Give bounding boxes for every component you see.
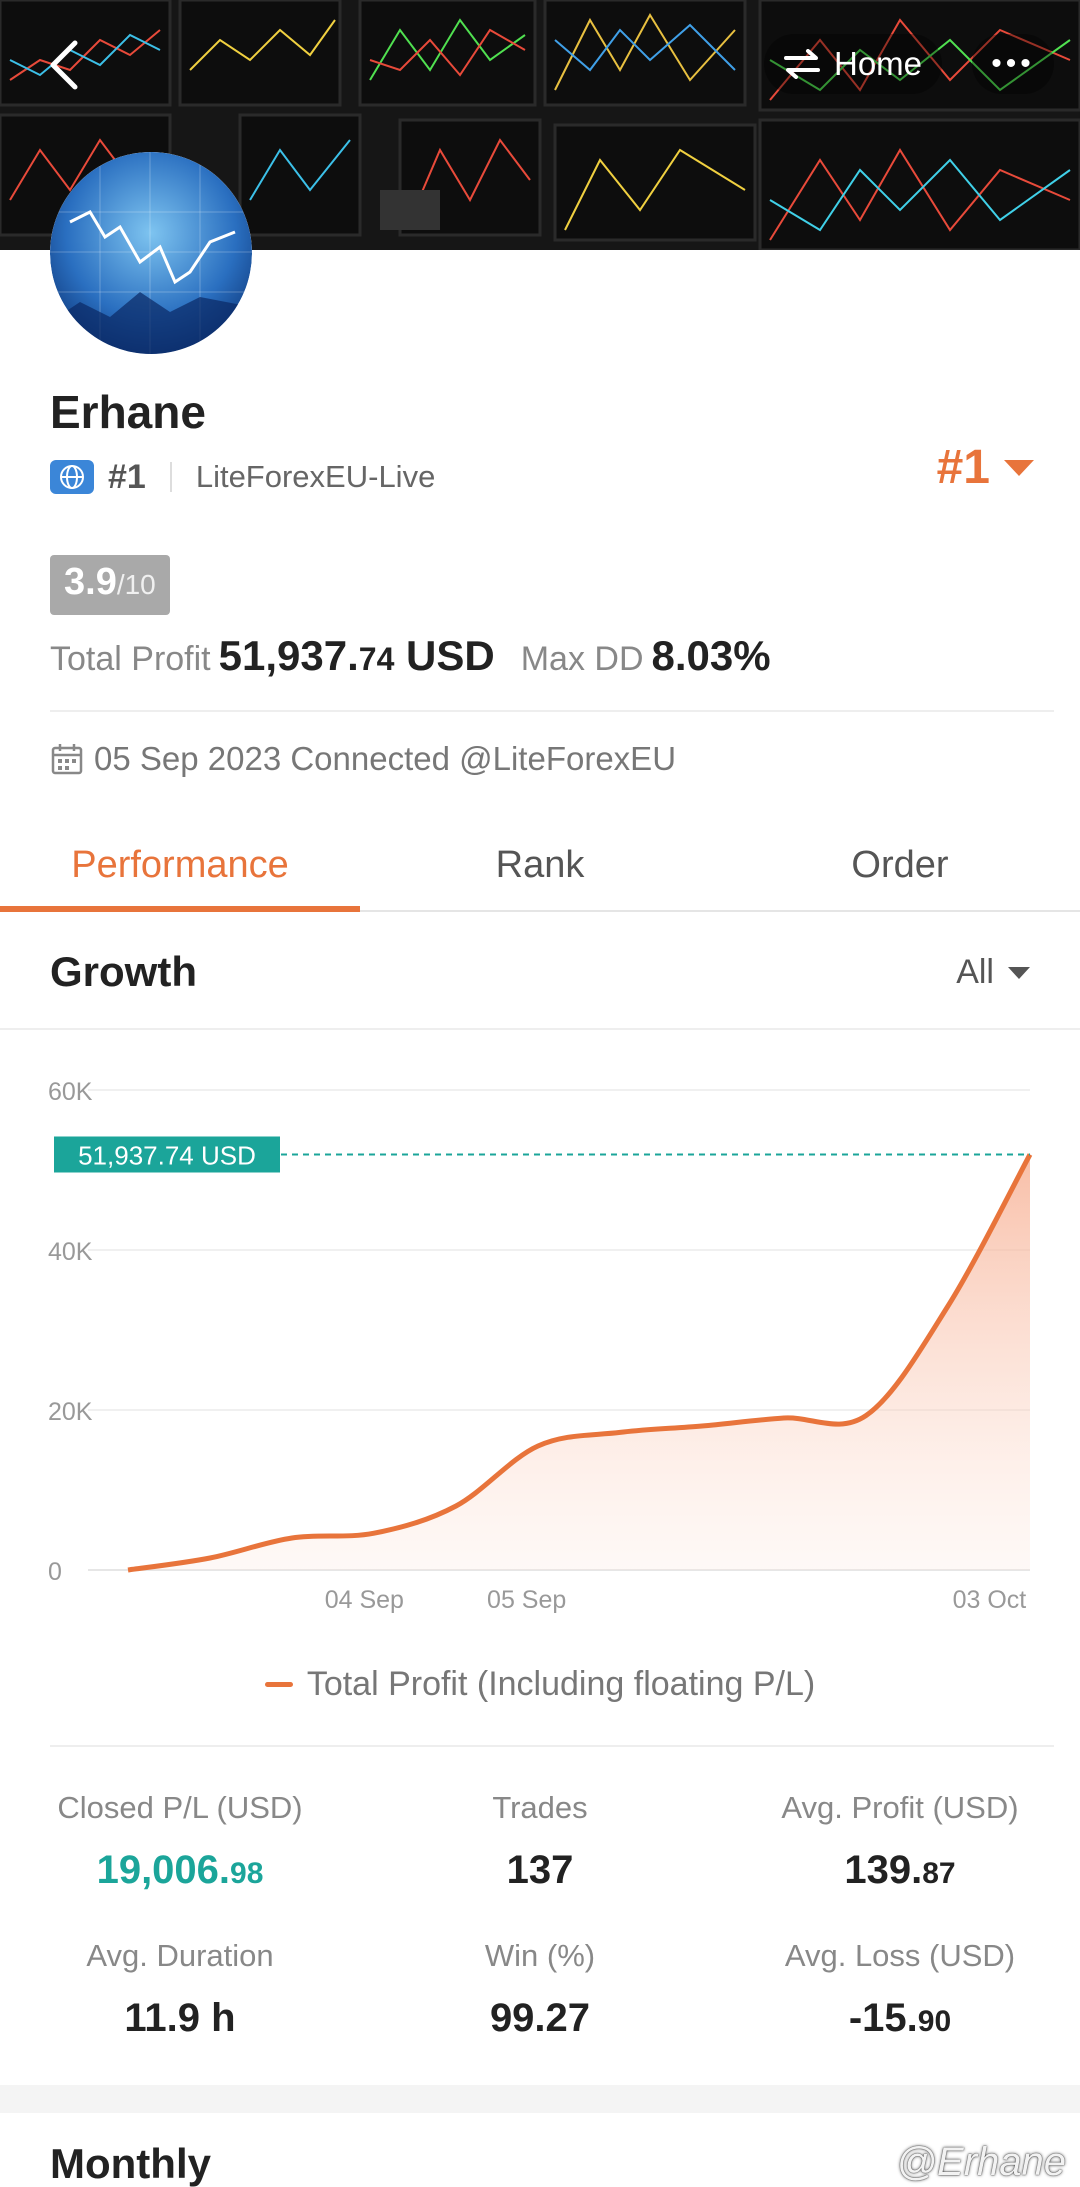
stat-win-rate: Win (%) 99.27 (360, 1938, 720, 2041)
total-profit-unit: USD (394, 632, 495, 679)
stat-avg-loss: Avg. Loss (USD) -15.90 (720, 1938, 1080, 2041)
trader-name: Erhane (50, 386, 206, 438)
stat-value: 19,006.98 (96, 1848, 264, 1892)
stat-value: -15.90 (848, 1996, 952, 2040)
stat-label: Trades (492, 1790, 588, 1825)
y-tick-label: 40K (48, 1238, 93, 1266)
growth-title: Growth (50, 948, 197, 995)
chart-legend: Total Profit (Including floating P/L) (0, 1665, 1080, 1704)
total-profit-dec: 74 (358, 641, 395, 677)
total-profit-label: Total Profit (50, 640, 211, 678)
monthly-title: Monthly (50, 2140, 211, 2187)
stat-label: Avg. Profit (USD) (781, 1790, 1019, 1825)
score-value: 3.9 (64, 561, 117, 603)
region-rank: #1 (108, 457, 146, 496)
header-banner: Home ••• (0, 0, 1080, 250)
stat-trades: Trades 137 (360, 1790, 720, 1893)
back-button[interactable] (30, 30, 100, 100)
connected-text: 05 Sep 2023 Connected @LiteForexEU (94, 740, 677, 777)
total-profit-int: 51,937. (218, 632, 359, 679)
stat-value: 139.87 (844, 1848, 956, 1892)
caret-down-icon (1004, 459, 1034, 476)
trader-meta-row: #1 LiteForexEU-Live (50, 455, 435, 499)
stat-avg-profit: Avg. Profit (USD) 139.87 (720, 1790, 1080, 1893)
globe-icon (50, 460, 94, 494)
broker-label: LiteForexEU-Live (195, 459, 436, 494)
growth-filter-value: All (956, 953, 994, 991)
score-max: /10 (116, 569, 156, 600)
avatar[interactable] (50, 152, 252, 354)
y-tick-label: 60K (48, 1078, 93, 1106)
stat-label: Closed P/L (USD) (57, 1790, 303, 1825)
current-value-badge (54, 1136, 280, 1173)
caret-down-icon (1008, 966, 1030, 979)
tab-performance[interactable]: Performance (0, 820, 360, 912)
profit-summary: Total Profit 51,937.74 USD Max DD 8.03% (50, 632, 771, 680)
current-value-label: 51,937.74 USD (78, 1140, 256, 1170)
growth-filter-dropdown[interactable]: All (956, 953, 1030, 992)
x-tick-label: 05 Sep (487, 1586, 566, 1614)
stat-label: Win (%) (484, 1938, 596, 1973)
tab-order[interactable]: Order (851, 843, 949, 886)
legend-label: Total Profit (Including floating P/L) (306, 1665, 816, 1703)
home-label: Home (834, 45, 923, 82)
watermark: @Erhane (896, 2140, 1066, 2184)
y-tick-label: 0 (48, 1558, 62, 1586)
divider (50, 1745, 1054, 1747)
more-options-button[interactable]: ••• (972, 34, 1054, 94)
stat-label: Avg. Loss (USD) (784, 1938, 1016, 1973)
y-tick-label: 20K (48, 1398, 93, 1426)
divider (50, 710, 1054, 712)
connected-info: 05 Sep 2023 Connected @LiteForexEU (50, 740, 676, 778)
stat-value: 11.9 h (124, 1996, 236, 2040)
stat-avg-duration: Avg. Duration 11.9 h (0, 1938, 360, 2041)
stat-label: Avg. Duration (86, 1938, 274, 1973)
switch-home-button[interactable]: Home (764, 34, 943, 94)
divider (169, 462, 172, 492)
stat-value: 99.27 (489, 1996, 591, 2040)
series-area (128, 1154, 1030, 1570)
x-tick-label: 03 Oct (953, 1586, 1027, 1614)
calendar-icon (51, 744, 83, 775)
overall-rank: #1 (936, 441, 990, 494)
switch-arrows-icon (784, 49, 820, 79)
overall-rank-dropdown[interactable]: #1 (937, 440, 1034, 495)
section-separator (0, 2085, 1080, 2113)
tab-rank[interactable]: Rank (495, 843, 585, 886)
divider (0, 1028, 1080, 1030)
series-line (127, 1153, 1033, 1573)
more-dots-icon: ••• (991, 47, 1035, 80)
total-profit-value: 51,937.74 USD (219, 632, 495, 680)
growth-chart: 0 20K 40K 60K 51,937.74 USD 04 Sep 05 Sep 03 Oc… (48, 1078, 1033, 1614)
trading-screens-banner-image (0, 0, 1080, 250)
avatar-chart-image (50, 152, 252, 354)
legend-swatch (264, 1682, 293, 1687)
chevron-left-icon (50, 40, 78, 90)
max-dd-value: 8.03% (651, 632, 771, 679)
x-tick-label: 04 Sep (325, 1586, 404, 1614)
score-badge: 3.9 /10 (50, 555, 170, 615)
stat-value: 137 (506, 1848, 574, 1892)
stat-closed-pl: Closed P/L (USD) 19,006.98 (0, 1790, 360, 1893)
max-dd-label: Max DD (520, 640, 644, 678)
tab-bar: Performance Rank Order (0, 820, 1080, 912)
